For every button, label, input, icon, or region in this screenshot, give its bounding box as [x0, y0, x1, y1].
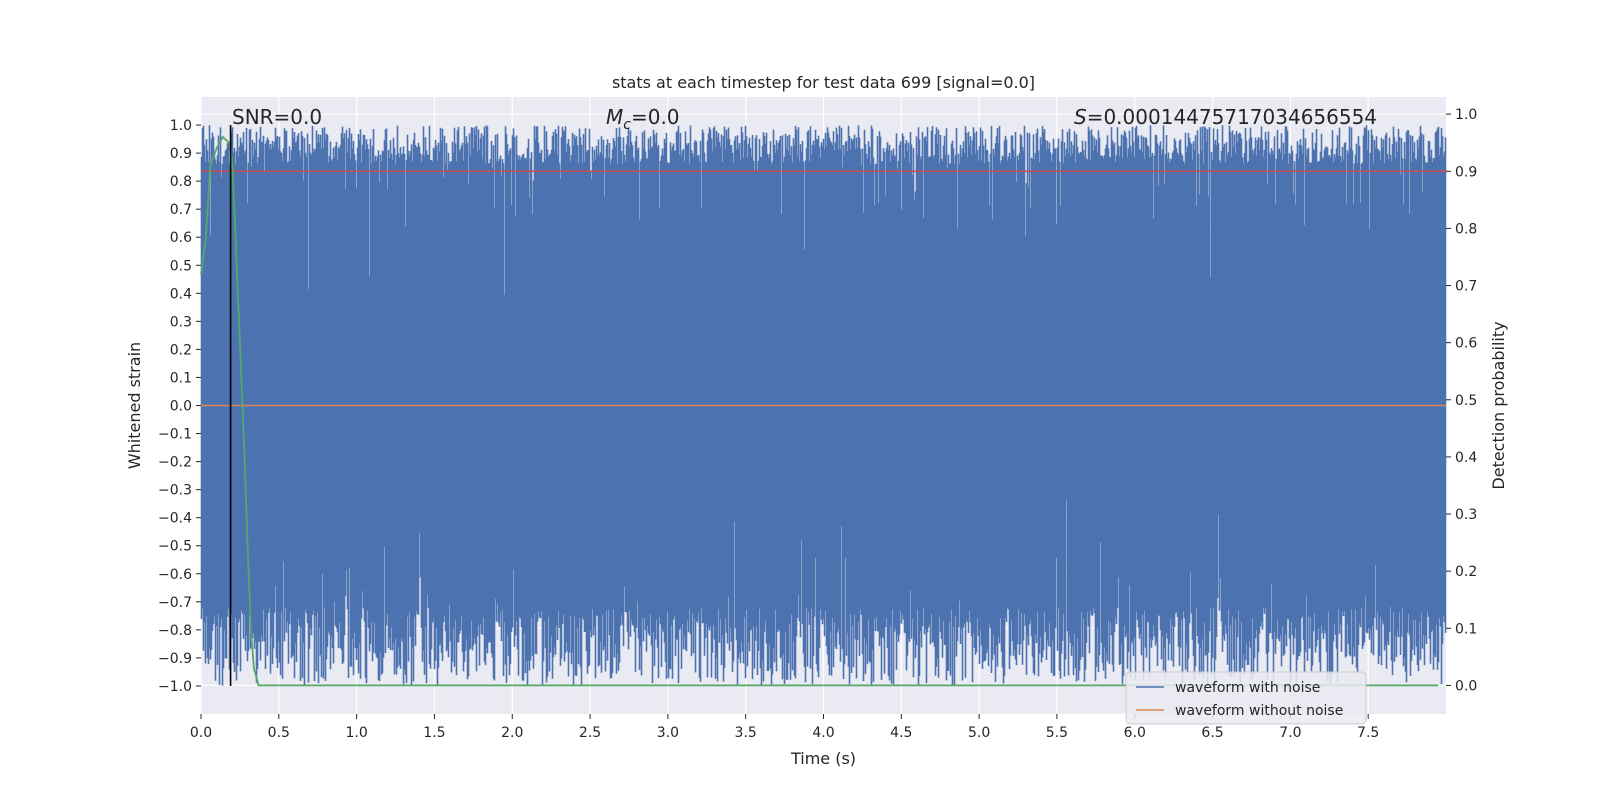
x-tick-label: 5.5 [1046, 725, 1068, 741]
x-tick-label: 6.5 [1201, 725, 1223, 741]
y2-tick-label: 0.8 [1455, 221, 1477, 237]
y-tick-label: −0.7 [158, 595, 192, 611]
y-tick-label: 0.6 [170, 230, 192, 246]
y2-axis-label: Detection probability [1489, 321, 1508, 489]
x-tick-label: 5.0 [968, 725, 990, 741]
chart-title: stats at each timestep for test data 699… [612, 73, 1035, 92]
y-tick-label: 0.8 [170, 174, 192, 190]
chirp-mass-annotation: Mc=0.0 [606, 105, 680, 133]
y-tick-label: −0.4 [158, 511, 192, 527]
y-axis-label: Whitened strain [125, 342, 144, 469]
snr-annotation: SNR=0.0 [232, 105, 322, 129]
x-tick-label: 7.0 [1279, 725, 1301, 741]
y2-axis-ticks: 1.0 0.9 0.8 0.7 0.6 0.5 0.4 0.3 0.2 0.1 0.0 [1446, 107, 1477, 694]
x-tick-label: 4.5 [890, 725, 912, 741]
y-tick-label: −0.2 [158, 455, 192, 471]
y-tick-label: 0.1 [170, 370, 192, 386]
x-tick-label: 1.0 [345, 725, 367, 741]
y-tick-label: −0.8 [158, 623, 192, 639]
series-detection-probability [200, 135, 1439, 687]
y2-tick-label: 0.9 [1455, 164, 1477, 180]
y2-tick-label: 0.2 [1455, 564, 1477, 580]
y2-tick-label: 0.6 [1455, 336, 1477, 352]
y2-tick-label: 0.5 [1455, 393, 1477, 409]
y-tick-label: 0.7 [170, 202, 192, 218]
x-tick-label: 6.0 [1124, 725, 1146, 741]
legend-box [1125, 671, 1367, 725]
legend-label-waveform-with-noise: waveform with noise [1175, 680, 1320, 696]
y-tick-label: −0.3 [158, 483, 192, 499]
x-axis-ticks: 0.0 0.5 1.0 1.5 2.0 2.5 3.0 3.5 4.0 4.5 5.0 5.5 6.0 6… [190, 714, 1379, 741]
y-tick-label: 0.4 [170, 286, 192, 302]
y2-tick-label: 0.4 [1455, 450, 1477, 466]
y2-tick-label: 1.0 [1455, 107, 1477, 123]
x-tick-label: 2.5 [579, 725, 601, 741]
y2-tick-label: 0.7 [1455, 279, 1477, 295]
x-tick-label: 1.5 [423, 725, 445, 741]
x-tick-label: 0.0 [190, 725, 212, 741]
s-annotation: S=0.00014475717034656554 [1074, 105, 1377, 129]
legend: waveform with noise waveform without noi… [1125, 671, 1367, 725]
mc-symbol: M [606, 105, 623, 129]
x-axis-label: Time (s) [790, 749, 856, 768]
x-tick-label: 3.5 [735, 725, 757, 741]
mc-subscript: c [623, 117, 631, 133]
x-tick-label: 4.0 [812, 725, 834, 741]
x-tick-label: 0.5 [268, 725, 290, 741]
y-tick-label: −0.9 [158, 651, 192, 667]
s-symbol: S [1074, 105, 1087, 129]
s-value: =0.00014475717034656554 [1087, 105, 1377, 129]
y-tick-label: −0.5 [158, 539, 192, 555]
y-tick-label: −0.1 [158, 427, 192, 443]
y2-tick-label: 0.0 [1455, 678, 1477, 694]
y-tick-label: −0.6 [158, 567, 192, 583]
legend-label-waveform-without-noise: waveform without noise [1175, 703, 1343, 719]
mc-value: =0.0 [631, 105, 680, 129]
y2-tick-label: 0.3 [1455, 507, 1477, 523]
y-tick-label: 0.0 [170, 399, 192, 415]
x-tick-label: 2.0 [501, 725, 523, 741]
y-tick-label: 0.3 [170, 314, 192, 330]
y-tick-label: 0.9 [170, 146, 192, 162]
y-tick-label: 0.2 [170, 342, 192, 358]
y-axis-ticks: 1.0 0.9 0.8 0.7 0.6 0.5 0.4 0.3 0.2 0.1 0.0 −0.1 −0.… [158, 118, 201, 695]
x-tick-label: 3.0 [657, 725, 679, 741]
y2-tick-label: 0.1 [1455, 621, 1477, 637]
x-tick-label: 7.5 [1357, 725, 1379, 741]
y-tick-label: 0.5 [170, 258, 192, 274]
y-tick-label: 1.0 [170, 118, 192, 134]
y-tick-label: −1.0 [158, 679, 192, 695]
